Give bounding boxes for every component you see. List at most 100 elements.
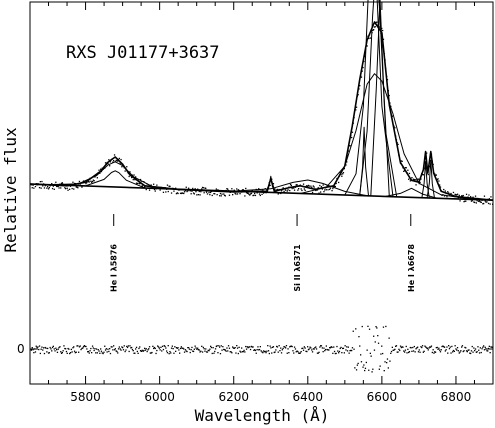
- data-point: [269, 184, 271, 186]
- data-point: [49, 185, 51, 187]
- data-point: [484, 200, 486, 202]
- data-point: [234, 192, 236, 195]
- residual-point: [164, 345, 166, 348]
- residual-point: [269, 345, 271, 347]
- residual-point: [359, 345, 361, 347]
- residual-point: [384, 361, 386, 363]
- residual-point: [313, 348, 315, 350]
- residual-point: [293, 352, 295, 354]
- data-point: [66, 187, 68, 189]
- data-point: [324, 189, 326, 191]
- data-point: [69, 185, 72, 187]
- data-point: [34, 185, 37, 188]
- residual-point: [490, 346, 492, 348]
- residual-point: [201, 345, 203, 347]
- residual-point: [272, 346, 275, 348]
- data-point: [58, 187, 60, 189]
- residual-point: [285, 345, 288, 347]
- residual-point: [104, 349, 107, 351]
- data-point: [135, 182, 138, 184]
- residual-point: [464, 346, 466, 349]
- residual-point: [42, 349, 44, 351]
- data-point: [75, 186, 77, 188]
- residual-point: [144, 349, 147, 351]
- residual-point: [97, 349, 99, 351]
- residual-point: [362, 366, 364, 368]
- residual-point: [334, 352, 336, 355]
- residual-point: [137, 352, 139, 354]
- residual-point: [353, 348, 355, 350]
- data-point: [56, 185, 58, 188]
- data-point: [323, 191, 325, 193]
- residual-point: [208, 350, 210, 352]
- residual-point: [439, 351, 442, 353]
- data-point: [452, 191, 455, 194]
- residual-point: [344, 345, 346, 347]
- residual-point: [174, 346, 176, 348]
- data-point: [362, 66, 364, 69]
- data-point: [272, 183, 275, 185]
- data-point: [310, 185, 312, 187]
- data-point: [182, 192, 184, 194]
- residual-point: [102, 352, 104, 355]
- data-point: [184, 190, 187, 192]
- residual-point: [364, 367, 367, 369]
- data-point: [420, 178, 422, 180]
- residual-point: [260, 350, 262, 352]
- x-tick-label: 5800: [70, 390, 101, 404]
- broad-emission-component-line: [233, 179, 368, 197]
- data-point: [104, 162, 107, 164]
- residual-point: [481, 348, 483, 350]
- residual-point: [444, 350, 446, 352]
- residual-point: [194, 345, 196, 347]
- data-point: [304, 189, 306, 191]
- residual-point: [337, 350, 339, 352]
- data-point: [450, 192, 452, 195]
- residual-point: [426, 347, 429, 349]
- data-point: [88, 181, 90, 183]
- residual-point: [179, 347, 182, 350]
- residual-point: [452, 349, 455, 352]
- residual-point: [219, 346, 221, 348]
- data-point: [65, 188, 67, 190]
- residual-point: [250, 345, 253, 348]
- residual-point: [423, 350, 425, 352]
- residual-point: [228, 347, 231, 349]
- residual-point: [176, 347, 178, 349]
- residual-point: [153, 346, 156, 349]
- data-point: [153, 183, 155, 185]
- residual-point: [142, 350, 144, 352]
- residual-point: [465, 347, 467, 349]
- residual-point: [296, 350, 298, 352]
- residual-point: [393, 349, 395, 351]
- data-point: [374, 26, 376, 28]
- data-point: [316, 189, 319, 191]
- broad-emission-component-line: [48, 161, 179, 190]
- data-point: [409, 180, 411, 182]
- residual-point: [487, 347, 490, 350]
- data-point: [60, 187, 62, 189]
- data-point: [274, 188, 276, 190]
- x-axis-label: Wavelength (Å): [195, 406, 330, 425]
- residual-point: [157, 345, 159, 347]
- residual-point: [263, 350, 265, 352]
- data-point: [258, 188, 260, 190]
- residual-point: [76, 345, 78, 347]
- data-point: [209, 194, 211, 196]
- residual-point: [370, 355, 372, 357]
- data-point: [462, 194, 464, 197]
- residual-point: [252, 346, 254, 348]
- data-point: [173, 190, 175, 192]
- residual-point: [184, 349, 187, 351]
- data-point: [71, 187, 73, 190]
- residual-point: [131, 346, 133, 349]
- residual-point: [348, 352, 350, 354]
- residual-point: [280, 352, 283, 354]
- residual-point: [274, 351, 276, 353]
- residual-point: [380, 353, 382, 355]
- data-point: [210, 191, 212, 194]
- data-point: [253, 194, 255, 196]
- residual-point: [366, 349, 368, 351]
- residual-point: [118, 346, 120, 348]
- data-point: [311, 186, 313, 189]
